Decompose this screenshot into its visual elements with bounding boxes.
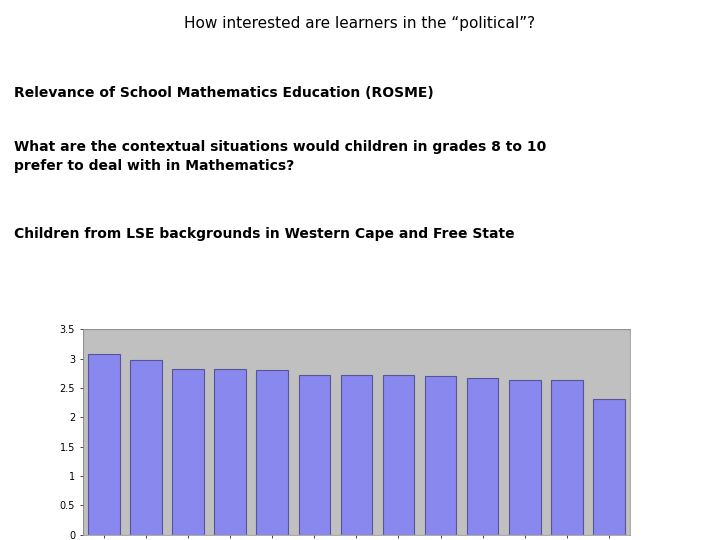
Bar	[256, 370, 288, 535]
Text: How interested are learners in the “political”?: How interested are learners in the “poli…	[184, 16, 536, 31]
Bar	[299, 375, 330, 535]
Bar	[509, 380, 541, 535]
Bar	[467, 378, 498, 535]
Bar	[83, 329, 630, 535]
Bar	[172, 369, 204, 535]
Bar	[215, 369, 246, 535]
Bar	[551, 380, 582, 535]
Bar	[341, 375, 372, 535]
Bar	[130, 361, 162, 535]
Text: Relevance of School Mathematics Education (ROSME): Relevance of School Mathematics Educatio…	[14, 86, 434, 100]
Bar	[383, 375, 414, 535]
Text: What are the contextual situations would children in grades 8 to 10
prefer to de: What are the contextual situations would…	[14, 140, 546, 173]
Bar	[88, 354, 120, 535]
Bar	[593, 399, 625, 535]
Text: Children from LSE backgrounds in Western Cape and Free State: Children from LSE backgrounds in Western…	[14, 227, 515, 241]
Bar	[425, 376, 456, 535]
